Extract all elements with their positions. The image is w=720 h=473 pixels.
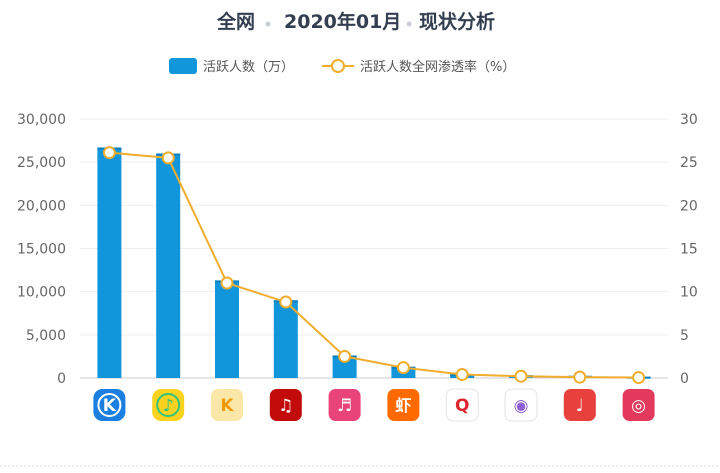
bar[interactable]: [156, 153, 181, 378]
app-icon-glyph: ♫: [278, 396, 293, 416]
app-icon-background: [211, 389, 243, 421]
right-axis: 30 25 20 15 10 5 0: [680, 112, 698, 387]
legend-line-marker[interactable]: [331, 59, 345, 73]
left-tick-label: 0: [57, 371, 66, 387]
bar[interactable]: [273, 300, 298, 378]
right-tick-label: 15: [680, 242, 698, 258]
header-separator-dot: [406, 21, 412, 27]
app-icon-ring: [156, 393, 181, 417]
app-icon-background: [563, 389, 596, 421]
left-tick-label: 30,000: [17, 112, 66, 128]
legend-line-label[interactable]: 活跃人数全网渗透率（%）: [360, 59, 515, 75]
app-icon-background: [445, 388, 479, 422]
line-point[interactable]: [338, 349, 352, 363]
app-icon-glyph: ♪: [163, 396, 174, 416]
app-icon-glyph: ♩: [576, 396, 584, 416]
legend-bar-swatch[interactable]: [169, 58, 197, 74]
left-tick-label: 15,000: [17, 242, 66, 258]
app-icon-background: [269, 389, 302, 421]
app-icon-glyph: ◎: [631, 396, 646, 416]
right-tick-label: 30: [680, 112, 698, 128]
right-tick-label: 5: [680, 328, 689, 344]
app-icon-background: [622, 389, 655, 421]
line-series: [102, 146, 646, 385]
kuwo-icon: K: [211, 389, 243, 421]
yinyuetai-icon: ◎: [622, 389, 655, 421]
line-point[interactable]: [279, 295, 293, 309]
line-point[interactable]: [573, 370, 587, 384]
bar[interactable]: [97, 147, 122, 378]
app-icon-glyph: ♬: [337, 396, 352, 416]
left-tick-label: 10,000: [17, 285, 66, 301]
migu-music-icon: ♬: [328, 389, 361, 421]
legend-bar-label[interactable]: 活跃人数（万）: [203, 60, 294, 75]
line-point[interactable]: [220, 276, 234, 290]
line-point[interactable]: [455, 368, 469, 382]
left-tick-label: 25,000: [17, 155, 66, 171]
line-point[interactable]: [102, 146, 116, 160]
quanmin-ksong-icon: Q: [445, 388, 479, 422]
xiami-music-icon: 虾: [387, 389, 420, 421]
qqmusic-icon: ♪: [152, 389, 185, 421]
header-part-1: 全网: [216, 10, 255, 33]
changba-icon: ♩: [563, 389, 596, 421]
app-icon-glyph: K: [220, 396, 234, 416]
left-tick-label: 20,000: [17, 198, 66, 214]
header-part-3: 现状分析: [419, 10, 495, 33]
app-icon-glyph: ◉: [514, 396, 529, 416]
bar[interactable]: [215, 280, 239, 378]
right-tick-label: 10: [680, 285, 698, 301]
app-icon-ring: [97, 393, 122, 417]
line-point[interactable]: [396, 361, 410, 375]
right-tick-label: 25: [680, 155, 698, 171]
header-separator-dot: [265, 21, 271, 27]
right-tick-label: 0: [680, 371, 689, 387]
line-point[interactable]: [514, 369, 528, 383]
bar[interactable]: [332, 355, 357, 378]
app-icon-glyph: 虾: [395, 396, 411, 415]
kugou-icon: K: [93, 389, 126, 421]
lanren-tingshu-icon: ◉: [504, 388, 538, 422]
line-point[interactable]: [161, 151, 175, 165]
legend[interactable]: 活跃人数（万） 活跃人数全网渗透率（%）: [169, 58, 515, 75]
header-part-2: 2020年01月: [284, 10, 401, 33]
app-icon-glyph: Q: [455, 396, 469, 416]
category-axis-icons: K ♪ K ♫ ♬ 虾 Q ◉ ♩ ◎: [93, 388, 655, 422]
netease-music-icon: ♫: [269, 389, 302, 421]
app-icon-background: [387, 389, 420, 421]
app-icon-background: [504, 388, 538, 422]
app-icon-background: [328, 389, 361, 421]
line-point[interactable]: [632, 371, 646, 385]
right-tick-label: 20: [680, 198, 698, 214]
app-icon-glyph: K: [103, 396, 117, 416]
left-tick-label: 5,000: [26, 328, 66, 344]
left-axis: 30,000 25,000 20,000 15,000 10,000 5,000 0: [17, 112, 66, 387]
series-line: [109, 151, 639, 379]
chart-header: 全网 2020年01月 现状分析: [216, 10, 495, 33]
